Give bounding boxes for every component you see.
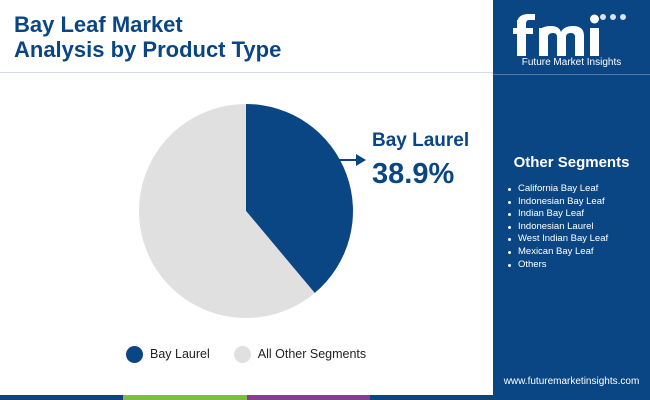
pie-slice-bay-laurel xyxy=(246,104,353,294)
segment-item: West Indian Bay Leaf xyxy=(507,233,647,246)
segment-item: Mexican Bay Leaf xyxy=(507,246,647,259)
bottom-bar-segment-3 xyxy=(246,395,370,400)
callout-arrow xyxy=(335,154,366,166)
website-url: www.futuremarketinsights.com xyxy=(503,376,640,387)
fmi-logo-icon xyxy=(513,14,626,56)
legend-label-other-segments: All Other Segments xyxy=(257,347,367,361)
pie-slices xyxy=(138,103,353,318)
legend-item-bay-laurel: Bay Laurel xyxy=(126,345,210,363)
title-divider xyxy=(0,72,493,73)
callout-value: 38.9% xyxy=(372,158,455,190)
other-segments-title: Other Segments xyxy=(513,154,630,171)
segment-item: Others xyxy=(507,259,647,272)
legend-label-bay-laurel: Bay Laurel xyxy=(150,347,210,361)
title-line-2: Analysis by Product Type xyxy=(14,37,282,62)
sidebar-divider xyxy=(493,74,650,75)
other-segments-list: California Bay Leaf Indonesian Bay Leaf … xyxy=(507,183,647,271)
segment-item: Indonesian Laurel xyxy=(507,221,647,234)
segment-item: Indonesian Bay Leaf xyxy=(507,196,647,209)
pie-slice-all-other-segments xyxy=(138,103,315,318)
bottom-bar-segment-2 xyxy=(123,395,247,400)
legend-swatch-other-segments xyxy=(233,345,251,363)
bottom-bar-segment-1 xyxy=(0,395,124,400)
chart-title: Bay Leaf Market Analysis by Product Type xyxy=(14,12,434,62)
sidebar: Future Market Insights Other Segments Ca… xyxy=(493,0,650,400)
title-line-1: Bay Leaf Market xyxy=(14,12,183,37)
callout-label: Bay Laurel xyxy=(372,130,470,151)
bottom-bar-segment-4 xyxy=(369,395,493,400)
legend-item-other-segments: All Other Segments xyxy=(233,345,367,363)
brand-caption: Future Market Insights xyxy=(521,57,622,68)
segment-item: California Bay Leaf xyxy=(507,183,647,196)
segment-item: Indian Bay Leaf xyxy=(507,208,647,221)
legend-swatch-bay-laurel xyxy=(126,345,143,363)
chart-legend: Bay Laurel All Other Segments xyxy=(126,344,366,364)
bottom-color-bar xyxy=(0,395,493,400)
pie-chart xyxy=(138,103,366,318)
